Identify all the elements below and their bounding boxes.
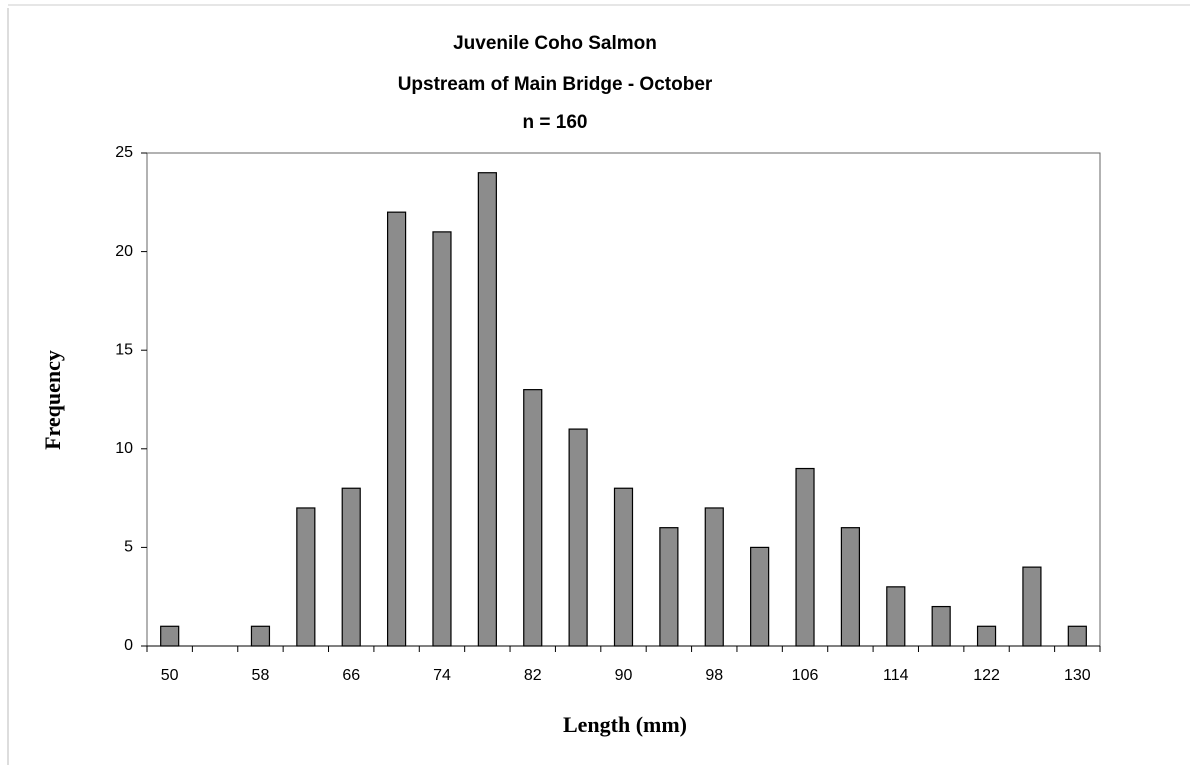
y-tick-label: 0	[124, 637, 133, 654]
bar	[976, 625, 997, 647]
bar	[341, 487, 361, 647]
y-tick-label: 10	[115, 440, 133, 457]
y-tick-label: 25	[115, 144, 133, 161]
bar	[1067, 625, 1087, 647]
x-tick-label: 74	[433, 667, 451, 684]
bar	[750, 546, 770, 647]
chart-subtitle: Upstream of Main Bridge - October	[398, 74, 713, 95]
bar	[477, 172, 497, 647]
bar	[704, 507, 724, 647]
bar	[613, 487, 634, 647]
bar	[795, 467, 815, 647]
x-tick-label: 122	[973, 667, 1000, 684]
bar	[886, 586, 906, 647]
bar	[1022, 566, 1042, 647]
bar	[296, 507, 316, 647]
x-tick-label: 106	[792, 667, 819, 684]
bar	[432, 231, 452, 647]
chart-subtitle: n = 160	[523, 112, 588, 133]
chart-title: Juvenile Coho Salmon	[453, 33, 657, 54]
bar	[160, 625, 180, 647]
x-axis-title: Length (mm)	[563, 712, 687, 737]
bar	[568, 428, 588, 647]
y-axis-title: Frequency	[40, 350, 65, 450]
x-tick-label: 98	[705, 667, 723, 684]
x-tick-label: 130	[1064, 667, 1091, 684]
bar	[386, 211, 407, 647]
bar	[659, 527, 679, 647]
bar	[523, 389, 543, 647]
bar	[250, 625, 271, 647]
x-tick-label: 66	[342, 667, 360, 684]
x-tick-label: 114	[883, 667, 909, 684]
bar	[840, 527, 861, 647]
x-tick-label: 90	[615, 667, 633, 684]
y-tick-label: 15	[115, 341, 133, 358]
bar	[931, 605, 951, 647]
x-tick-label: 50	[161, 667, 179, 684]
y-tick-label: 5	[124, 539, 133, 556]
x-tick-label: 58	[252, 667, 270, 684]
x-tick-label: 82	[524, 667, 542, 684]
y-tick-label: 20	[115, 243, 133, 260]
